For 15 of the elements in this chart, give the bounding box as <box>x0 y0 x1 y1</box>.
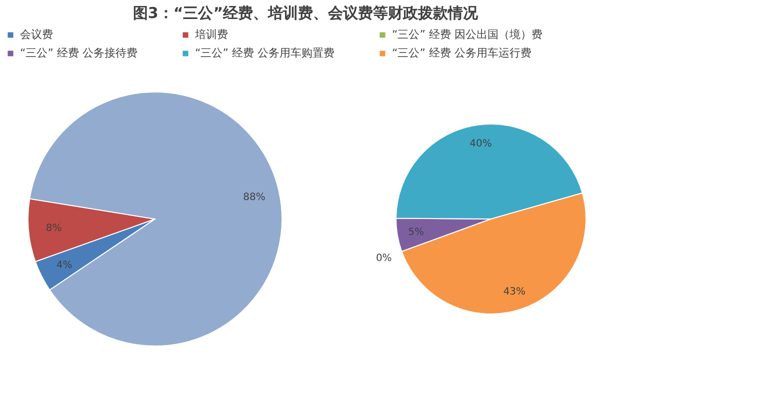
legend-label: “三公” 经费 公务接待费 <box>20 46 138 60</box>
legend-label: “三公” 经费 公务用车运行费 <box>392 46 532 60</box>
text: 0% <box>376 252 392 264</box>
chart-title: 图3：“三公”经费、培训费、会议费等财政拨款情况 <box>132 4 480 22</box>
legend-label: “三公” 经费 因公出国（境）费 <box>392 28 542 41</box>
legend-label: 培训费 <box>194 28 228 41</box>
data-label: 43% <box>503 286 526 298</box>
data-label: 5% <box>408 226 424 238</box>
pie-slice <box>29 92 282 346</box>
data-label: 8% <box>46 223 62 234</box>
legend-label: “三公” 经费 公务用车购置费 <box>195 46 334 60</box>
data-label: 40% <box>470 138 492 150</box>
legend-label: 会议费 <box>20 28 53 41</box>
data-label: 88% <box>243 192 266 204</box>
data-label: 4% <box>56 260 72 271</box>
